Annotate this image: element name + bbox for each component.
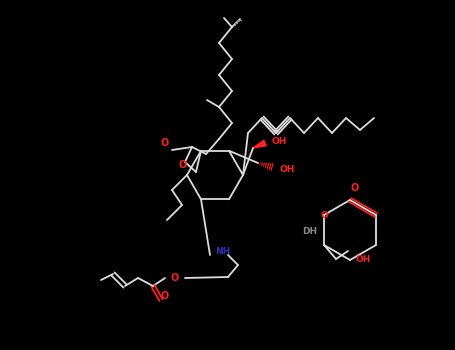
Text: O: O — [161, 138, 169, 148]
Text: O: O — [171, 273, 179, 283]
Text: OH: OH — [280, 166, 295, 175]
Text: O: O — [161, 291, 169, 301]
Text: OH: OH — [355, 256, 370, 265]
Text: O: O — [351, 183, 359, 193]
Text: OH: OH — [272, 136, 288, 146]
Text: NH: NH — [215, 246, 230, 256]
Text: DH: DH — [303, 228, 318, 237]
Polygon shape — [253, 140, 266, 148]
Text: O: O — [320, 210, 328, 219]
Text: O: O — [179, 160, 187, 170]
